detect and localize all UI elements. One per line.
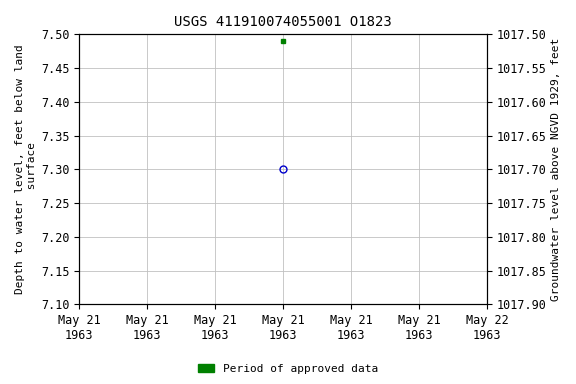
Y-axis label: Depth to water level, feet below land
 surface: Depth to water level, feet below land su…	[15, 45, 37, 294]
Title: USGS 411910074055001 O1823: USGS 411910074055001 O1823	[174, 15, 392, 29]
Legend: Period of approved data: Period of approved data	[193, 359, 383, 379]
Y-axis label: Groundwater level above NGVD 1929, feet: Groundwater level above NGVD 1929, feet	[551, 38, 561, 301]
